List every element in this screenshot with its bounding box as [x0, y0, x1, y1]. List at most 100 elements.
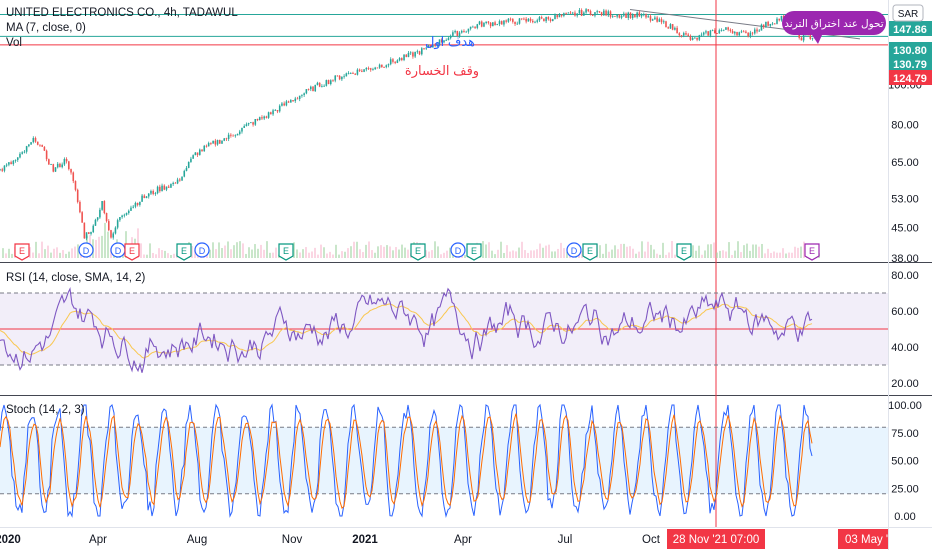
earnings-marker[interactable]: E [14, 243, 30, 261]
earnings-marker-shape[interactable] [278, 243, 294, 261]
volume-bar [491, 250, 493, 258]
event-marker-label: D [83, 246, 90, 256]
candle-body [756, 29, 758, 32]
earnings-marker-shape[interactable] [466, 243, 482, 261]
time-tick-label: Apr [89, 534, 107, 546]
dividend-marker[interactable]: D [78, 242, 94, 258]
dividend-marker-shape[interactable] [566, 242, 582, 258]
candle-body [210, 143, 212, 144]
volume-bar [578, 254, 580, 258]
candle-body [190, 158, 192, 162]
earnings-marker-shape[interactable] [124, 243, 140, 261]
candle-body [68, 161, 70, 170]
candle-body [358, 69, 361, 71]
candle-body [463, 30, 465, 32]
candle-body [214, 140, 217, 145]
volume-bar [374, 252, 376, 258]
candle-body [194, 152, 197, 156]
stoch-legend[interactable]: Stoch (14, 2, 3) [6, 404, 85, 416]
earnings-marker[interactable]: E [676, 243, 692, 261]
rsi-sma-line[interactable] [0, 303, 813, 359]
earnings-marker-shape[interactable] [14, 243, 30, 261]
price-label-bg [889, 56, 932, 71]
candle-body [345, 73, 348, 77]
candle-body [487, 21, 490, 23]
earnings-marker-shape[interactable] [676, 243, 692, 261]
volume-bar [218, 242, 220, 258]
candle-body [132, 206, 134, 208]
stoch-d-line[interactable] [0, 413, 813, 509]
rsi-legend[interactable]: RSI (14, close, SMA, 14, 2) [6, 272, 146, 284]
candle-body [529, 18, 532, 21]
trend-callout[interactable] [782, 11, 886, 35]
volume-bar [581, 251, 583, 258]
candle-body [512, 19, 514, 22]
currency-badge[interactable] [892, 4, 924, 22]
volume-bar [215, 249, 217, 258]
candle-body [41, 145, 43, 147]
volume-bar [155, 254, 157, 258]
price-panel[interactable] [0, 0, 888, 262]
currency-label: SAR [898, 9, 919, 20]
volume-bar [275, 247, 277, 258]
volume-bar [794, 246, 796, 258]
candle-body [543, 18, 545, 22]
stoch-k-line[interactable] [0, 403, 813, 518]
dividend-marker[interactable]: D [194, 242, 210, 258]
candle-body [403, 54, 405, 61]
dividend-marker-shape[interactable] [450, 242, 466, 258]
candle-body [589, 11, 592, 15]
vol-legend[interactable]: Vol [6, 37, 22, 49]
earnings-marker[interactable]: E [466, 243, 482, 261]
earnings-marker[interactable]: E [582, 243, 598, 261]
volume-bar [353, 241, 355, 258]
volume-bar [626, 246, 628, 258]
candle-body [283, 103, 285, 106]
dividend-marker-shape[interactable] [194, 242, 210, 258]
volume-bar [104, 222, 106, 258]
earnings-marker-shape[interactable] [176, 243, 192, 261]
target-annotation[interactable]: هدف اول [425, 34, 475, 50]
dividend-marker-shape[interactable] [78, 242, 94, 258]
candle-body [736, 31, 738, 36]
volume-bar [5, 253, 7, 258]
candle-body [0, 169, 1, 171]
volume-bar [239, 241, 241, 258]
candle-body [560, 14, 563, 16]
volume-bar [320, 244, 322, 258]
candle-body [440, 39, 443, 43]
volume-bar [725, 251, 727, 258]
candle-body [232, 135, 234, 137]
earnings-marker[interactable]: E [804, 243, 820, 261]
earnings-marker[interactable]: E [124, 243, 140, 261]
earnings-marker-shape[interactable] [582, 243, 598, 261]
candle-body [720, 30, 723, 31]
volume-bar [629, 246, 631, 258]
dividend-marker[interactable]: D [110, 242, 126, 258]
candle-body [518, 18, 521, 24]
candle-body [527, 18, 530, 22]
volume-bar [227, 241, 229, 258]
dividend-marker[interactable]: D [450, 242, 466, 258]
volume-bar [506, 245, 508, 258]
candle-body [265, 116, 268, 118]
candle-body [514, 21, 516, 25]
stop-loss-annotation[interactable]: وقف الخسارة [405, 63, 479, 79]
candle-body [119, 217, 121, 221]
candle-body [101, 201, 103, 210]
volume-bar [602, 253, 604, 258]
earnings-marker[interactable]: E [176, 243, 192, 261]
rsi-line[interactable] [0, 287, 813, 373]
volume-bar [758, 246, 760, 258]
earnings-marker[interactable]: E [278, 243, 294, 261]
earnings-marker[interactable]: E [410, 243, 426, 261]
ma-legend[interactable]: MA (7, close, 0) [6, 22, 86, 34]
candle-body [731, 30, 734, 34]
earnings-marker-shape[interactable] [410, 243, 426, 261]
candle-body [549, 19, 552, 22]
price-tick-label: 53.00 [891, 193, 919, 205]
earnings-marker-shape[interactable] [804, 243, 820, 261]
candle-body [449, 35, 452, 39]
dividend-marker[interactable]: D [566, 242, 582, 258]
